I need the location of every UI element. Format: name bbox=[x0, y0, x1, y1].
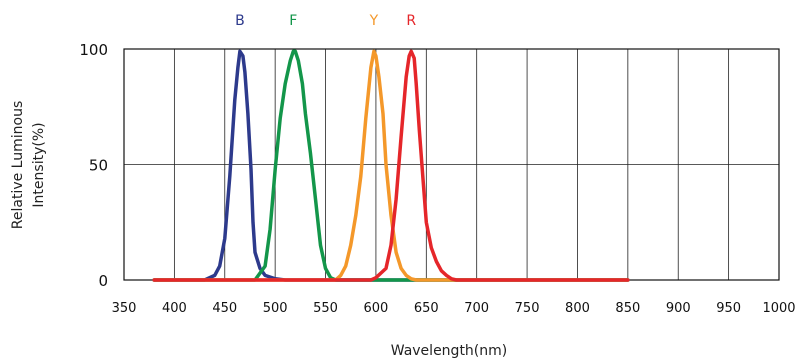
y-tick-label: 50 bbox=[89, 157, 108, 175]
x-tick-label: 900 bbox=[666, 301, 691, 316]
x-tick-label: 650 bbox=[414, 301, 439, 316]
series-line-y bbox=[152, 49, 630, 282]
grid bbox=[123, 48, 780, 281]
series-tag-r: R bbox=[406, 13, 416, 29]
series-line-f bbox=[152, 49, 630, 282]
x-axis-title: Wavelength(nm) bbox=[391, 343, 507, 359]
series-tag-y: Y bbox=[369, 13, 379, 29]
series-lines bbox=[152, 49, 630, 282]
y-tick-label: 0 bbox=[98, 272, 108, 290]
x-tick-label: 350 bbox=[112, 301, 137, 316]
series-line-b bbox=[152, 49, 630, 282]
x-tick-label: 1000 bbox=[762, 301, 795, 316]
y-axis-title-line-1: Relative Luminous bbox=[10, 101, 26, 229]
x-tick-label: 700 bbox=[464, 301, 489, 316]
x-tick-label: 450 bbox=[212, 301, 237, 316]
x-tick-label: 850 bbox=[615, 301, 640, 316]
x-tick-label: 400 bbox=[162, 301, 187, 316]
x-tick-label: 750 bbox=[515, 301, 540, 316]
y-tick-label: 100 bbox=[79, 41, 108, 59]
tick-labels: 350 400 450 500 550 600 650 700 750 800 850 900 950 1… bbox=[79, 41, 795, 316]
x-tick-label: 950 bbox=[716, 301, 741, 316]
series-tag-f: F bbox=[289, 13, 297, 29]
y-axis-title-line-2: Intensity(%) bbox=[31, 122, 47, 207]
series-tag-b: B bbox=[235, 13, 245, 29]
x-tick-label: 500 bbox=[263, 301, 288, 316]
x-tick-label: 800 bbox=[565, 301, 590, 316]
series-line-r bbox=[152, 49, 630, 282]
x-tick-label: 600 bbox=[364, 301, 389, 316]
x-tick-label: 550 bbox=[313, 301, 338, 316]
